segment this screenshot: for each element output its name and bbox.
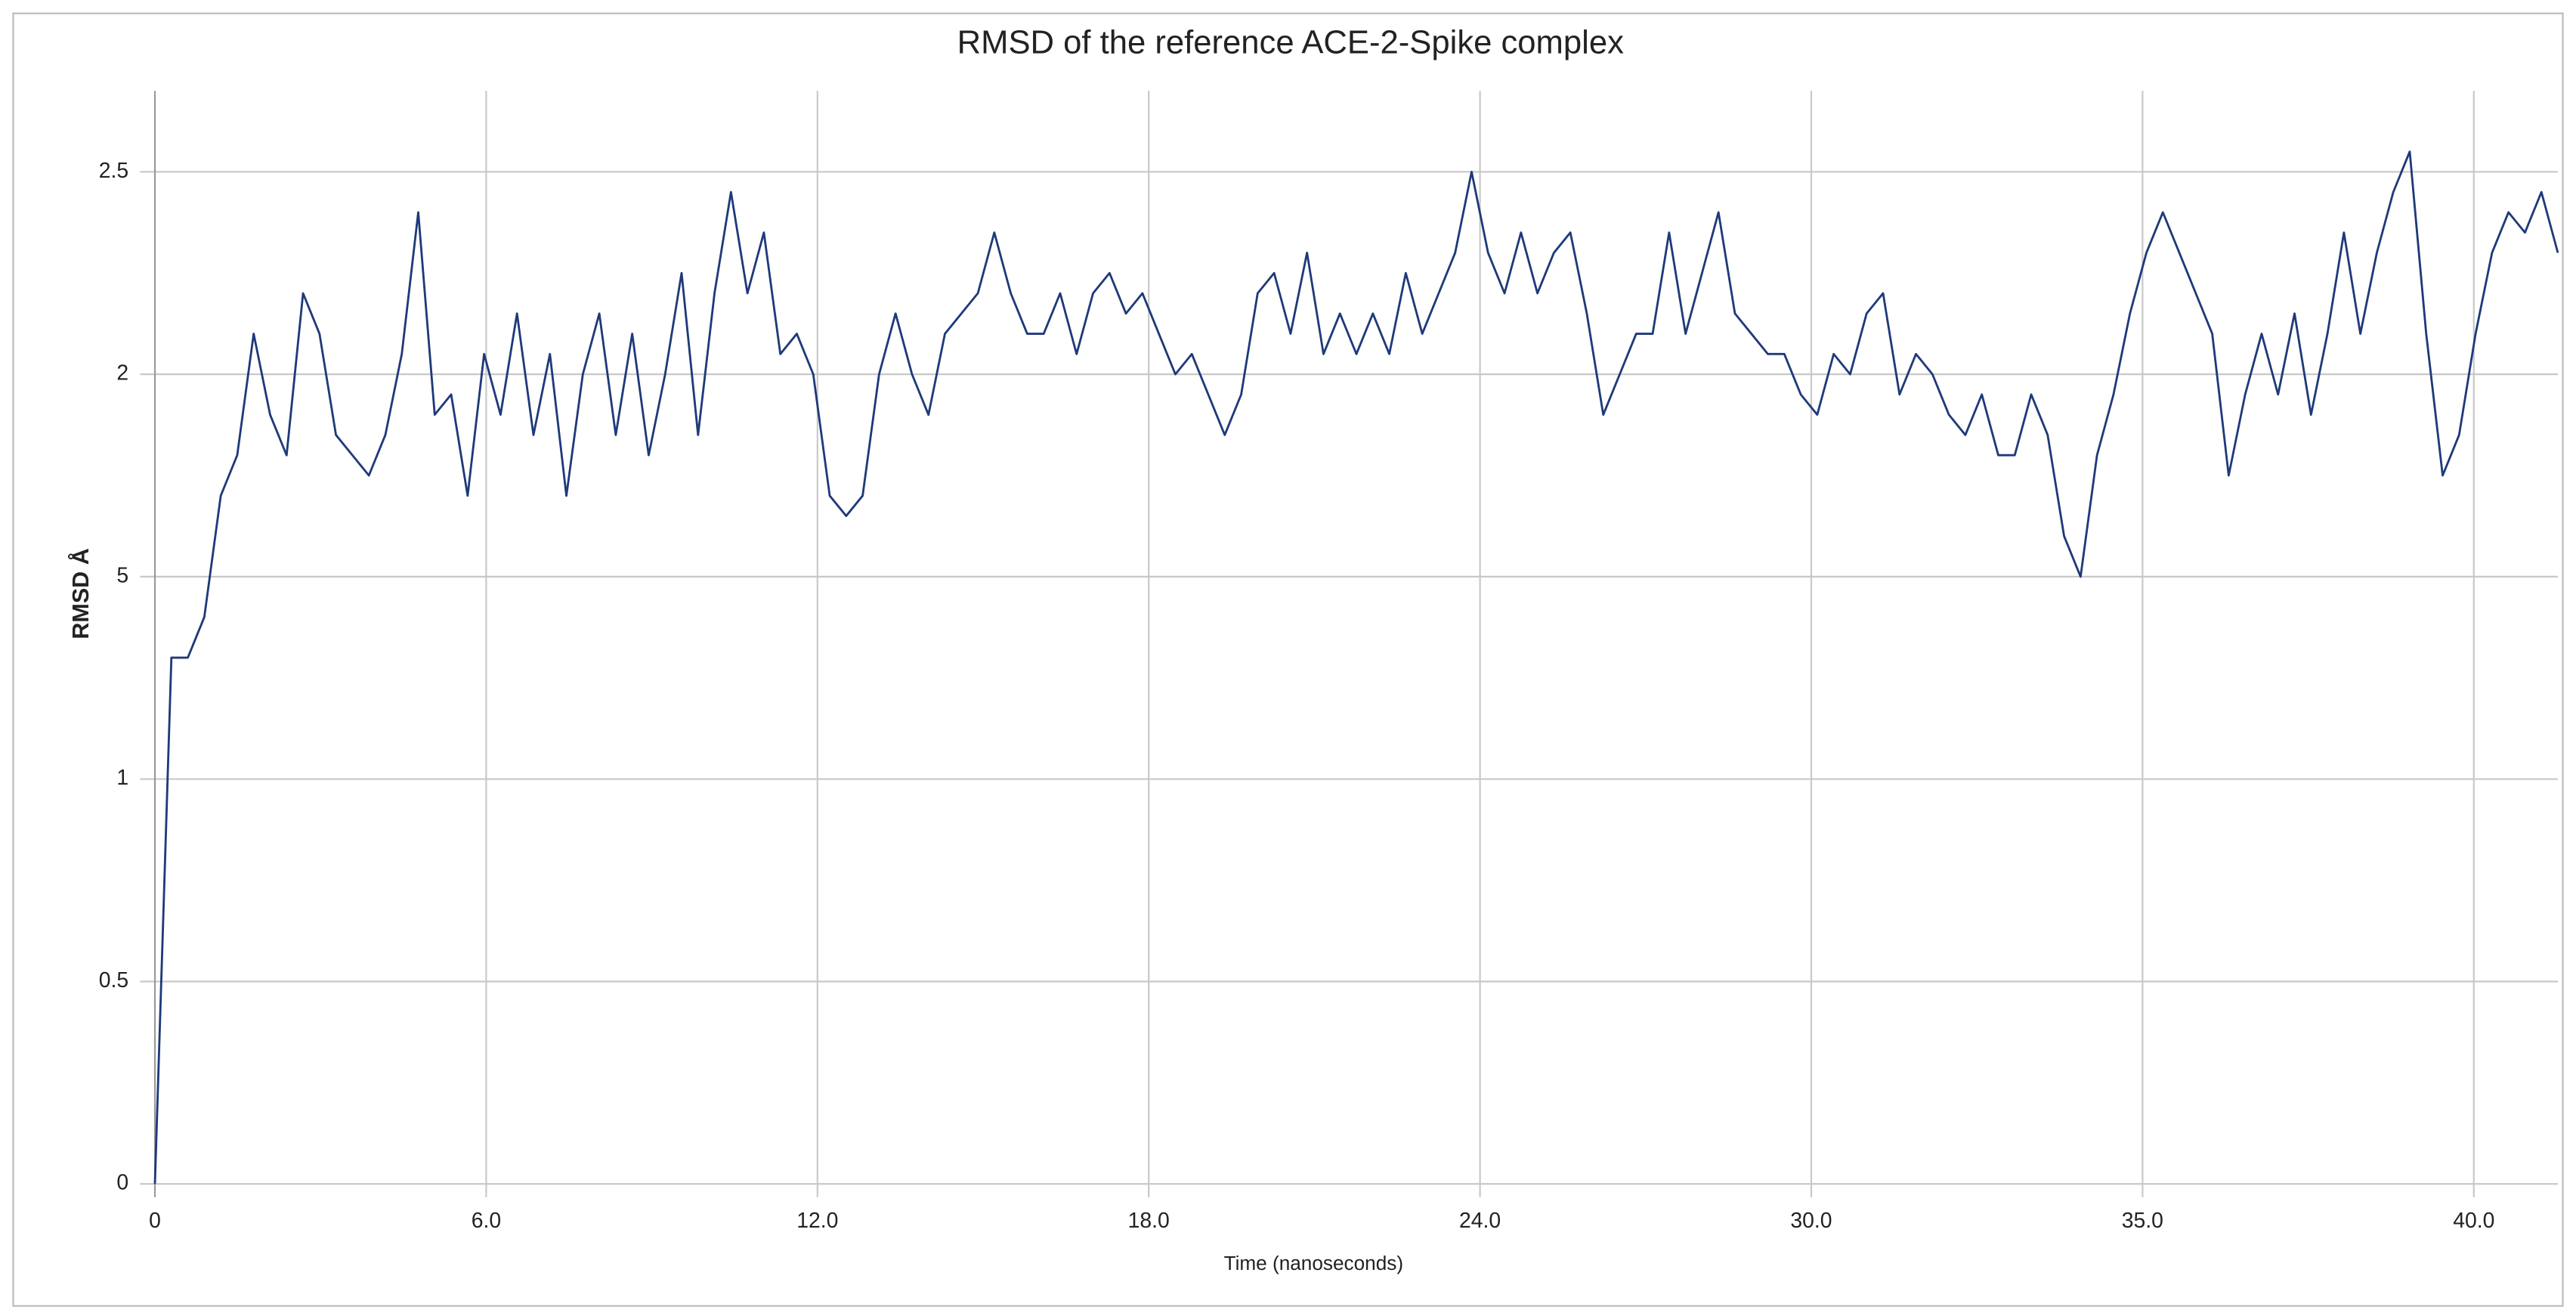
chart-title: RMSD of the reference ACE-2-Spike comple… — [957, 25, 1624, 61]
x-tick-label: 35.0 — [2122, 1209, 2163, 1233]
x-tick-label: 12.0 — [796, 1209, 838, 1233]
x-axis-label: Time (nanoseconds) — [1224, 1252, 1403, 1274]
data-line — [153, 150, 2559, 1184]
x-tick-label: 24.0 — [1459, 1209, 1501, 1233]
y-tick-label: 0.5 — [99, 968, 128, 992]
y-axis-label: RMSD Å — [67, 548, 94, 639]
x-tick-label: 40.0 — [2453, 1209, 2494, 1233]
y-tick-label: 1 — [116, 766, 128, 790]
y-tick-label: 5 — [116, 563, 128, 587]
y-tick-label: 2 — [116, 361, 128, 386]
y-tick-label: 0 — [116, 1171, 128, 1195]
x-tick-label: 6.0 — [472, 1209, 501, 1233]
x-tick-label: 30.0 — [1790, 1209, 1832, 1233]
x-tick-label: 0 — [149, 1209, 161, 1233]
chart-border — [12, 12, 2564, 1307]
x-tick-label: 18.0 — [1128, 1209, 1170, 1233]
y-tick-label: 2.5 — [99, 159, 128, 183]
